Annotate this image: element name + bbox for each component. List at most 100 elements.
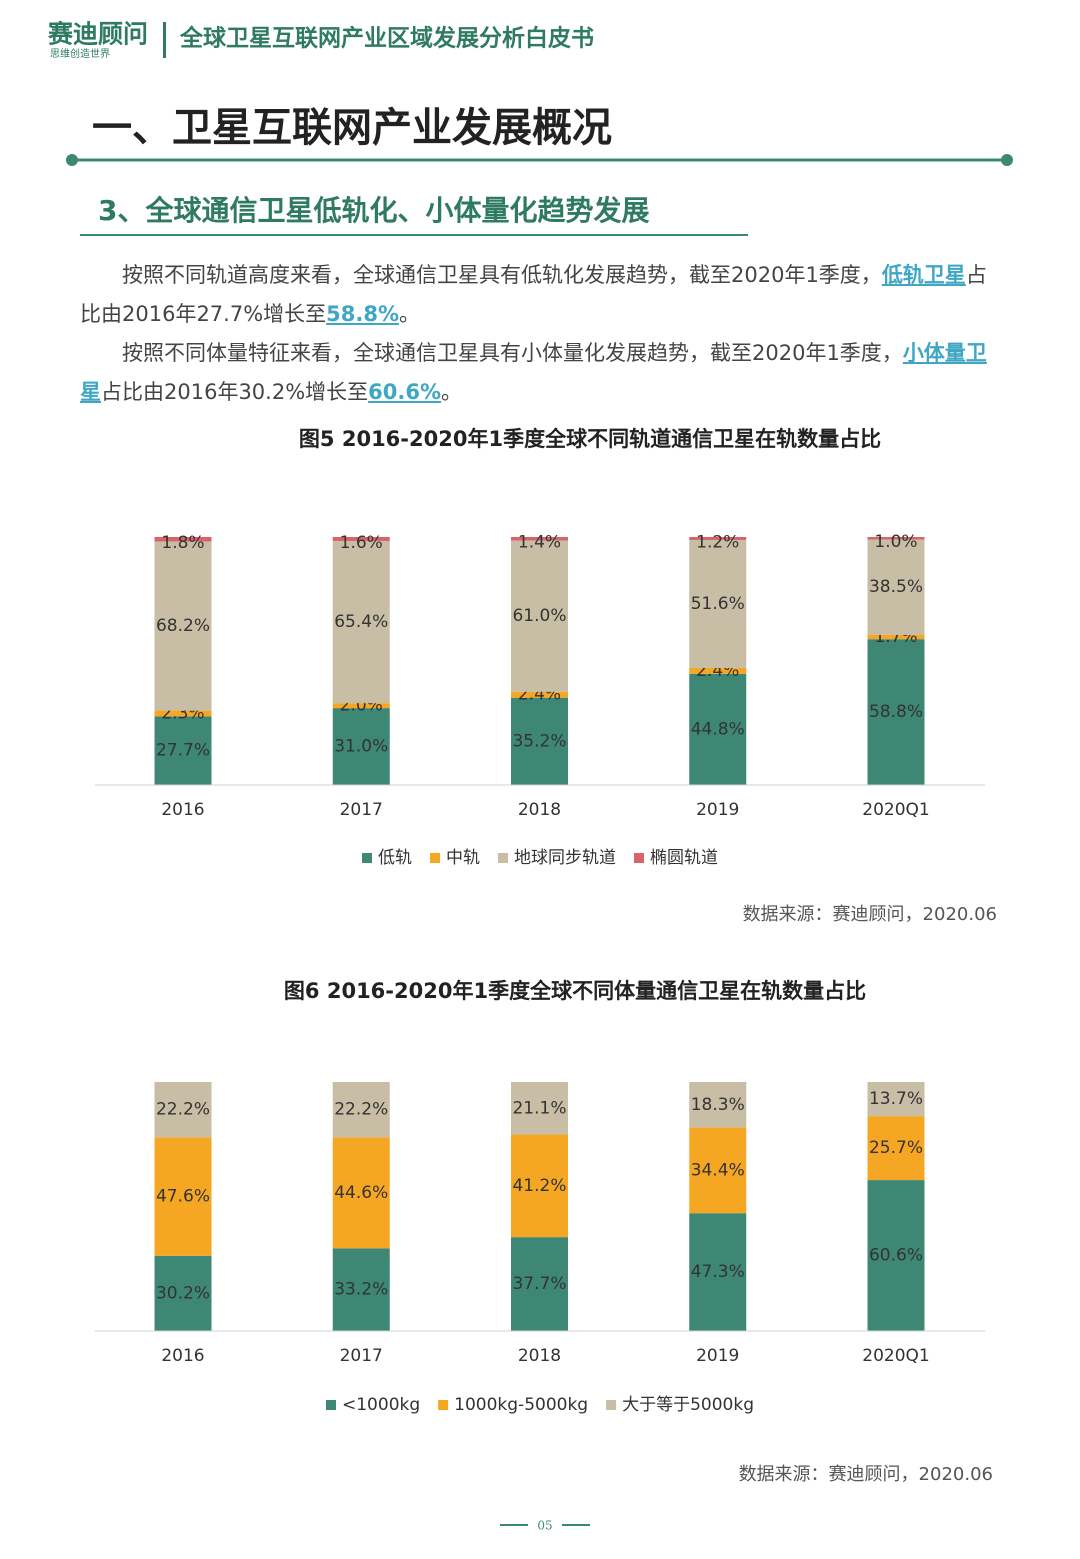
bar-segment bbox=[332, 703, 390, 709]
text: 按照不同体量特征来看，全球通信卫星具有小体量化发展趋势，截至2020年1季度， bbox=[122, 341, 903, 365]
bar-segment bbox=[154, 1137, 212, 1256]
bar-segment bbox=[689, 1082, 747, 1128]
bar-segment bbox=[511, 1237, 568, 1331]
heading: 一、卫星互联网产业发展概况 bbox=[92, 105, 612, 151]
data-label: 21.1% bbox=[512, 1098, 566, 1118]
bar-segment bbox=[689, 539, 747, 668]
legend-label: 椭圆轨道 bbox=[650, 848, 718, 868]
legend-label: 1000kg-5000kg bbox=[454, 1395, 588, 1415]
paragraph: 按照不同轨道高度来看，全球通信卫星具有低轨化发展趋势，截至2020年1季度，低轨… bbox=[80, 256, 1002, 334]
data-label: 22.2% bbox=[156, 1100, 210, 1120]
header-title: 全球卫星互联网产业区域发展分析白皮书 bbox=[179, 25, 594, 52]
x-tick-label: 2018 bbox=[518, 800, 561, 820]
x-tick-label: 2017 bbox=[340, 800, 383, 820]
bar-segment bbox=[867, 1180, 925, 1331]
legend-marker bbox=[634, 853, 644, 863]
bar-segment bbox=[867, 1116, 925, 1181]
data-label: 18.3% bbox=[691, 1095, 745, 1115]
text: 占比由2016年30.2%增长至 bbox=[101, 380, 369, 404]
bar-segment bbox=[689, 1213, 747, 1331]
legend-marker bbox=[498, 853, 508, 863]
bar-segment bbox=[867, 1082, 925, 1117]
data-label: 60.6% bbox=[869, 1246, 923, 1266]
bar-segment bbox=[689, 667, 747, 674]
x-tick-label: 2018 bbox=[518, 1346, 561, 1366]
data-label: 41.2% bbox=[512, 1176, 566, 1196]
data-label: 30.2% bbox=[156, 1283, 210, 1303]
chart-title: 图6 2016-2020年1季度全球不同体量通信卫星在轨数量占比 bbox=[284, 979, 866, 1003]
highlight: 58.8% bbox=[326, 302, 400, 326]
chart-source: 数据来源：赛迪顾问，2020.06 bbox=[739, 1464, 993, 1485]
bar-segment bbox=[511, 697, 568, 785]
data-label: 68.2% bbox=[156, 616, 210, 636]
x-tick-label: 2019 bbox=[696, 800, 739, 820]
bar-segment bbox=[511, 537, 568, 541]
bar-segment bbox=[689, 537, 747, 540]
paragraph: 按照不同体量特征来看，全球通信卫星具有小体量化发展趋势，截至2020年1季度，小… bbox=[80, 334, 1002, 412]
bar-segment bbox=[154, 537, 212, 542]
header-divider bbox=[163, 22, 166, 58]
x-tick-label: 2016 bbox=[161, 1346, 204, 1366]
highlight: 低轨卫星 bbox=[881, 263, 966, 287]
data-label: 13.7% bbox=[869, 1089, 923, 1109]
text: 。 bbox=[399, 302, 421, 326]
data-label: 34.4% bbox=[691, 1160, 745, 1180]
x-tick-label: 2020Q1 bbox=[862, 800, 929, 820]
bar-segment bbox=[867, 539, 925, 635]
legend-label: <1000kg bbox=[342, 1395, 420, 1415]
data-label: 47.6% bbox=[156, 1187, 210, 1207]
rule-dot bbox=[66, 154, 78, 166]
legend-label: 低轨 bbox=[378, 848, 412, 868]
data-label: 38.5% bbox=[869, 577, 923, 597]
data-label: 37.7% bbox=[512, 1274, 566, 1294]
chart-source: 数据来源：赛迪顾问，2020.06 bbox=[743, 904, 997, 925]
data-label: 65.4% bbox=[334, 612, 388, 632]
text: 占比由2016年27.7%增长至 bbox=[80, 263, 987, 326]
legend-marker bbox=[430, 853, 440, 863]
x-tick-label: 2020Q1 bbox=[862, 1346, 929, 1366]
page-number: 05 bbox=[537, 1519, 552, 1533]
data-label: 25.7% bbox=[869, 1138, 923, 1158]
bar-segment bbox=[154, 1255, 212, 1331]
subheading: 3、全球通信卫星低轨化、小体量化趋势发展 bbox=[98, 194, 650, 227]
bar-segment bbox=[689, 673, 747, 785]
bar-segment bbox=[867, 537, 925, 540]
data-label: 35.2% bbox=[512, 731, 566, 751]
bar-segment bbox=[154, 716, 212, 785]
bar-segment bbox=[332, 1137, 390, 1249]
x-tick-label: 2016 bbox=[161, 800, 204, 820]
bar-segment bbox=[689, 1127, 747, 1214]
data-label: 1.8% bbox=[161, 533, 204, 553]
legend-label: 地球同步轨道 bbox=[514, 848, 616, 868]
chart-title: 图5 2016-2020年1季度全球不同轨道通信卫星在轨数量占比 bbox=[299, 427, 881, 451]
text: 按照不同轨道高度来看，全球通信卫星具有低轨化发展趋势，截至2020年1季度， bbox=[122, 263, 882, 287]
bar-segment bbox=[511, 1134, 568, 1238]
data-label: 1.2% bbox=[696, 532, 739, 552]
data-label: 22.2% bbox=[334, 1100, 388, 1120]
bar-segment bbox=[332, 1082, 390, 1138]
data-label: 31.0% bbox=[334, 737, 388, 757]
bar-segment bbox=[154, 541, 212, 711]
highlight: 60.6% bbox=[368, 380, 442, 404]
data-label: 44.6% bbox=[334, 1183, 388, 1203]
bar-segment bbox=[867, 639, 925, 785]
bar-segment bbox=[332, 1248, 390, 1331]
legend-marker bbox=[362, 853, 372, 863]
bar-segment bbox=[511, 1082, 568, 1135]
text: 。 bbox=[441, 380, 463, 404]
data-label: 61.0% bbox=[512, 606, 566, 626]
data-label: 1.4% bbox=[518, 533, 561, 553]
data-label: 58.8% bbox=[869, 702, 923, 722]
data-label: 47.3% bbox=[691, 1262, 745, 1282]
bar-segment bbox=[332, 540, 390, 704]
bar-segment bbox=[511, 691, 568, 698]
x-tick-label: 2019 bbox=[696, 1346, 739, 1366]
highlight: 小体量卫星 bbox=[80, 341, 987, 404]
data-label: 33.2% bbox=[334, 1280, 388, 1300]
legend-marker bbox=[438, 1400, 449, 1410]
bar-segment bbox=[867, 634, 925, 640]
bar-segment bbox=[154, 710, 212, 717]
data-label: 1.6% bbox=[340, 533, 383, 553]
slogan: 思维创造世界 bbox=[50, 47, 110, 60]
